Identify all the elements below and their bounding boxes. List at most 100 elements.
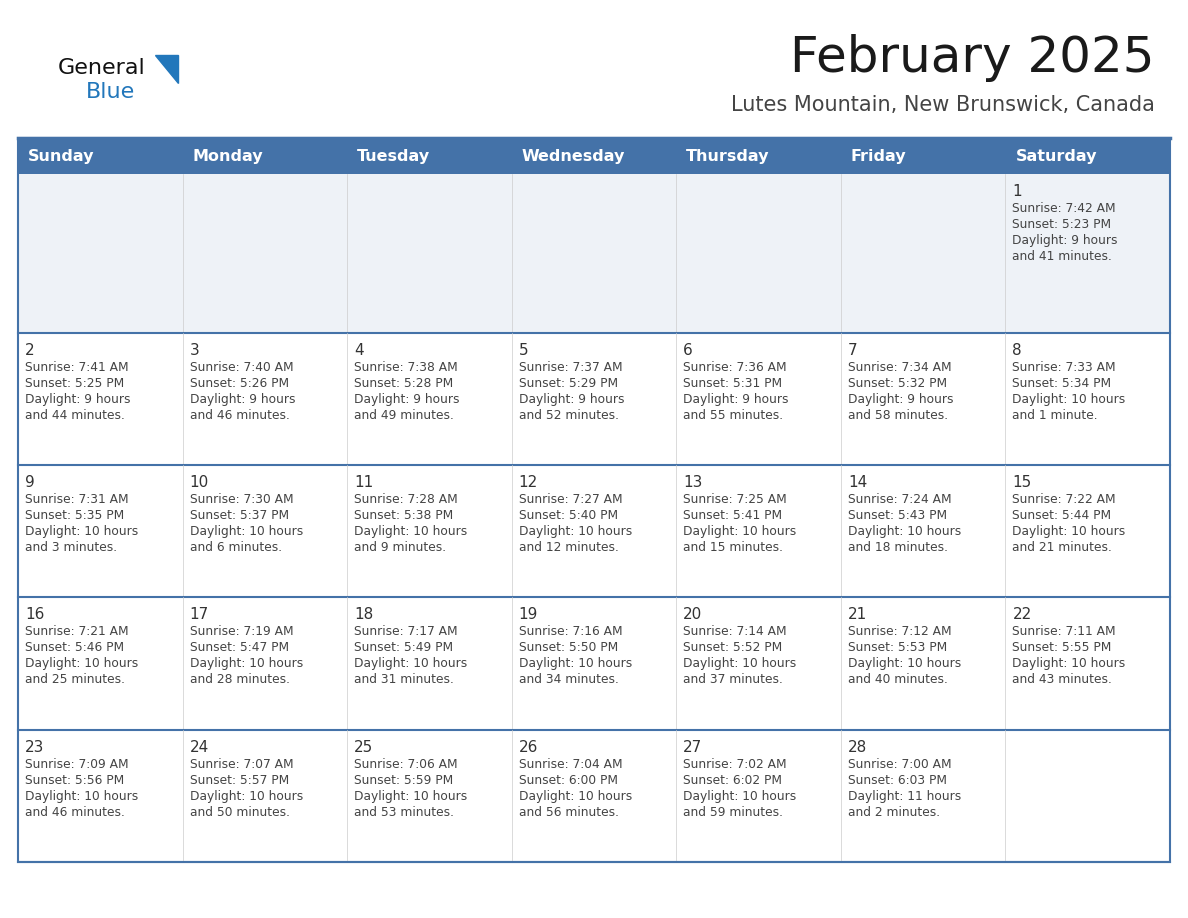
Text: and 6 minutes.: and 6 minutes.: [190, 541, 282, 554]
Text: Sunset: 5:50 PM: Sunset: 5:50 PM: [519, 642, 618, 655]
Text: Sunrise: 7:12 AM: Sunrise: 7:12 AM: [848, 625, 952, 638]
Bar: [841, 730, 1005, 862]
Text: and 28 minutes.: and 28 minutes.: [190, 674, 290, 687]
Text: Sunset: 5:37 PM: Sunset: 5:37 PM: [190, 509, 289, 522]
Text: General: General: [58, 58, 146, 78]
Text: Sunrise: 7:42 AM: Sunrise: 7:42 AM: [1012, 202, 1116, 215]
Text: Daylight: 9 hours: Daylight: 9 hours: [683, 393, 789, 406]
Text: Sunset: 5:57 PM: Sunset: 5:57 PM: [190, 774, 289, 787]
Text: and 52 minutes.: and 52 minutes.: [519, 409, 619, 421]
Text: Wednesday: Wednesday: [522, 149, 625, 163]
Text: Sunrise: 7:04 AM: Sunrise: 7:04 AM: [519, 757, 623, 771]
Text: 7: 7: [848, 342, 858, 358]
Bar: [18, 465, 183, 598]
Text: Blue: Blue: [86, 82, 135, 102]
Text: and 25 minutes.: and 25 minutes.: [25, 674, 125, 687]
Text: Sunrise: 7:07 AM: Sunrise: 7:07 AM: [190, 757, 293, 771]
Text: Daylight: 10 hours: Daylight: 10 hours: [848, 657, 961, 670]
Text: Sunrise: 7:16 AM: Sunrise: 7:16 AM: [519, 625, 623, 638]
Bar: [18, 332, 183, 465]
Text: and 56 minutes.: and 56 minutes.: [519, 806, 619, 819]
Text: Sunrise: 7:38 AM: Sunrise: 7:38 AM: [354, 361, 457, 374]
Text: and 46 minutes.: and 46 minutes.: [190, 409, 290, 421]
Bar: [183, 174, 347, 332]
Text: Daylight: 10 hours: Daylight: 10 hours: [190, 789, 303, 802]
Text: February 2025: February 2025: [790, 34, 1155, 82]
Bar: [841, 174, 1005, 332]
Bar: [18, 138, 1170, 862]
Text: Sunset: 6:03 PM: Sunset: 6:03 PM: [848, 774, 947, 787]
Text: Monday: Monday: [192, 149, 264, 163]
Bar: [18, 730, 183, 862]
Text: Sunrise: 7:40 AM: Sunrise: 7:40 AM: [190, 361, 293, 374]
Text: Sunset: 5:52 PM: Sunset: 5:52 PM: [683, 642, 783, 655]
Text: 22: 22: [1012, 608, 1031, 622]
Text: Sunset: 5:47 PM: Sunset: 5:47 PM: [190, 642, 289, 655]
Bar: [676, 138, 841, 174]
Text: 28: 28: [848, 740, 867, 755]
Bar: [512, 598, 676, 730]
Text: Sunset: 5:25 PM: Sunset: 5:25 PM: [25, 376, 125, 390]
Text: Sunset: 5:26 PM: Sunset: 5:26 PM: [190, 376, 289, 390]
Text: Sunset: 5:34 PM: Sunset: 5:34 PM: [1012, 376, 1112, 390]
Text: Daylight: 9 hours: Daylight: 9 hours: [519, 393, 624, 406]
Bar: [512, 138, 676, 174]
Text: and 50 minutes.: and 50 minutes.: [190, 806, 290, 819]
Text: 14: 14: [848, 476, 867, 490]
Text: and 43 minutes.: and 43 minutes.: [1012, 674, 1112, 687]
Text: Sunrise: 7:14 AM: Sunrise: 7:14 AM: [683, 625, 786, 638]
Text: Daylight: 10 hours: Daylight: 10 hours: [848, 525, 961, 538]
Text: and 2 minutes.: and 2 minutes.: [848, 806, 940, 819]
Text: 16: 16: [25, 608, 44, 622]
Text: 18: 18: [354, 608, 373, 622]
Text: 1: 1: [1012, 184, 1022, 199]
Text: 8: 8: [1012, 342, 1022, 358]
Bar: [676, 332, 841, 465]
Text: Sunset: 5:29 PM: Sunset: 5:29 PM: [519, 376, 618, 390]
Bar: [676, 174, 841, 332]
Text: Sunset: 5:53 PM: Sunset: 5:53 PM: [848, 642, 947, 655]
Text: 2: 2: [25, 342, 34, 358]
Text: Sunrise: 7:06 AM: Sunrise: 7:06 AM: [354, 757, 457, 771]
Text: Sunrise: 7:24 AM: Sunrise: 7:24 AM: [848, 493, 952, 506]
Text: 20: 20: [683, 608, 702, 622]
Text: Sunrise: 7:37 AM: Sunrise: 7:37 AM: [519, 361, 623, 374]
Text: Daylight: 10 hours: Daylight: 10 hours: [25, 525, 138, 538]
Bar: [512, 730, 676, 862]
Bar: [183, 465, 347, 598]
Text: and 41 minutes.: and 41 minutes.: [1012, 250, 1112, 263]
Text: Sunrise: 7:22 AM: Sunrise: 7:22 AM: [1012, 493, 1116, 506]
Text: and 37 minutes.: and 37 minutes.: [683, 674, 783, 687]
Text: and 18 minutes.: and 18 minutes.: [848, 541, 948, 554]
Text: Sunset: 5:41 PM: Sunset: 5:41 PM: [683, 509, 783, 522]
Text: Sunrise: 7:34 AM: Sunrise: 7:34 AM: [848, 361, 952, 374]
Text: Daylight: 10 hours: Daylight: 10 hours: [519, 525, 632, 538]
Text: Daylight: 10 hours: Daylight: 10 hours: [519, 789, 632, 802]
Text: Sunset: 5:55 PM: Sunset: 5:55 PM: [1012, 642, 1112, 655]
Bar: [676, 730, 841, 862]
Text: Sunset: 6:02 PM: Sunset: 6:02 PM: [683, 774, 782, 787]
Text: Daylight: 9 hours: Daylight: 9 hours: [25, 393, 131, 406]
Bar: [183, 138, 347, 174]
Bar: [347, 598, 512, 730]
Text: Sunrise: 7:30 AM: Sunrise: 7:30 AM: [190, 493, 293, 506]
Text: Daylight: 10 hours: Daylight: 10 hours: [354, 525, 467, 538]
Text: Sunset: 5:23 PM: Sunset: 5:23 PM: [1012, 218, 1112, 231]
Text: 12: 12: [519, 476, 538, 490]
Bar: [841, 138, 1005, 174]
Text: Sunrise: 7:21 AM: Sunrise: 7:21 AM: [25, 625, 128, 638]
Bar: [1005, 598, 1170, 730]
Text: Sunset: 5:43 PM: Sunset: 5:43 PM: [848, 509, 947, 522]
Text: and 15 minutes.: and 15 minutes.: [683, 541, 783, 554]
Text: 10: 10: [190, 476, 209, 490]
Bar: [1005, 138, 1170, 174]
Text: and 40 minutes.: and 40 minutes.: [848, 674, 948, 687]
Text: Sunset: 5:28 PM: Sunset: 5:28 PM: [354, 376, 454, 390]
Bar: [512, 465, 676, 598]
Text: Tuesday: Tuesday: [358, 149, 430, 163]
Text: Daylight: 10 hours: Daylight: 10 hours: [190, 657, 303, 670]
Bar: [18, 598, 183, 730]
Text: Daylight: 10 hours: Daylight: 10 hours: [190, 525, 303, 538]
Text: Daylight: 10 hours: Daylight: 10 hours: [683, 657, 796, 670]
Bar: [512, 332, 676, 465]
